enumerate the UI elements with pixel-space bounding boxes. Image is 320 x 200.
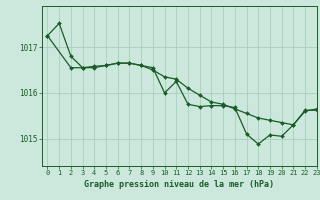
X-axis label: Graphe pression niveau de la mer (hPa): Graphe pression niveau de la mer (hPa) bbox=[84, 180, 274, 189]
